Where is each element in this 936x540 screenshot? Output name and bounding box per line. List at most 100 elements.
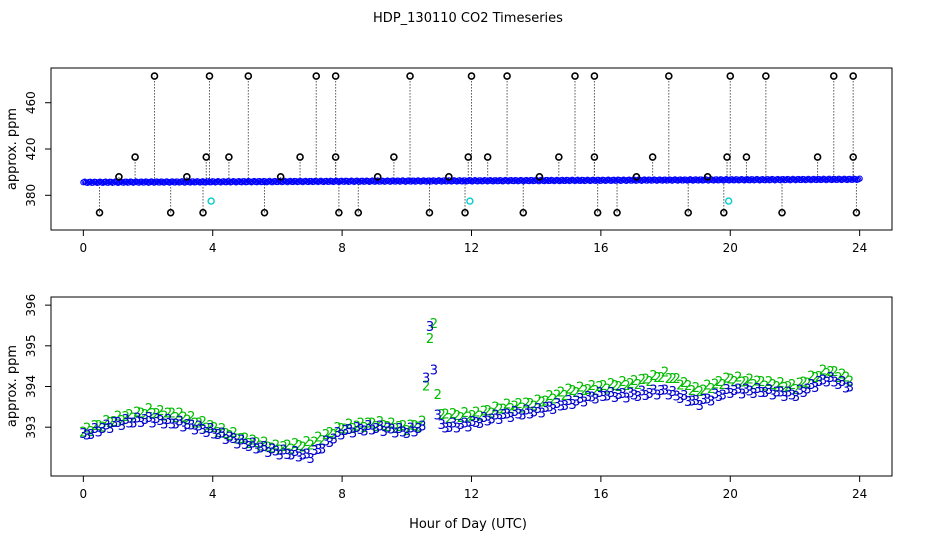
series-2-point: 2	[742, 375, 750, 390]
series-3-point: 3	[114, 416, 122, 431]
series-3-point: 3	[484, 415, 492, 430]
series-3-point: 3	[834, 378, 842, 393]
series-2-point: 2	[441, 407, 449, 422]
series-3-point: 3	[384, 422, 392, 437]
series-3-point: 3	[468, 415, 476, 430]
x-tick-label: 0	[80, 241, 88, 255]
series-3-point: 3	[391, 426, 399, 441]
series-2-point: 2	[129, 411, 137, 426]
series-3-point: 3	[638, 385, 646, 400]
series-3-point: 3	[318, 443, 326, 458]
series-2-point: 2	[803, 377, 811, 392]
series-3-point: 3	[742, 383, 750, 398]
series-3-point: 3	[172, 418, 180, 433]
series-3-point: 3	[102, 418, 110, 433]
ylabel-bottom: approx. ppm	[5, 345, 20, 427]
series-3-point: 3	[79, 427, 87, 442]
series-3-point: 3	[711, 388, 719, 403]
highlight-point	[207, 197, 215, 205]
spike-point	[199, 208, 207, 217]
series-2-point: 2	[476, 410, 484, 425]
spike-point	[829, 72, 838, 80]
series-2-point: 2	[549, 393, 557, 408]
series-2-point: 2	[337, 422, 345, 437]
series-2-point: 2	[719, 378, 727, 393]
series-2-point: 2	[434, 388, 442, 403]
series-2-point: 2	[449, 407, 457, 422]
series-3-point: 3	[480, 411, 488, 426]
series-2-point: 2	[403, 424, 411, 439]
series-3-point: 3	[411, 425, 419, 440]
spike-point	[166, 208, 175, 217]
series-2-point: 2	[199, 415, 207, 430]
series-2-point: 2	[349, 422, 357, 437]
series-2-point: 2	[133, 406, 141, 421]
series-2-point: 2	[788, 378, 796, 393]
series-2-point: 2	[684, 379, 692, 394]
series-3-point: 3	[515, 408, 523, 423]
series-3-point: 3	[291, 445, 299, 460]
series-3-point: 3	[403, 427, 411, 442]
spike-point	[95, 208, 104, 217]
series-2-point: 2	[210, 421, 218, 436]
series-2-point: 2	[114, 410, 122, 425]
series-3-point: 3	[553, 397, 561, 412]
series-2-point: 2	[488, 407, 496, 422]
series-3-point: 3	[333, 426, 341, 441]
series-2-point: 2	[526, 397, 534, 412]
series-2-point: 2	[834, 371, 842, 386]
series-3-point: 3	[345, 423, 353, 438]
spike-point	[461, 208, 469, 217]
series-2-point: 2	[437, 408, 445, 423]
series-2-point: 2	[572, 386, 580, 401]
series-2-point: 2	[264, 440, 272, 455]
series-3-point: 3	[507, 411, 515, 426]
series-3-point: 3	[368, 423, 376, 438]
series-3-point: 3	[584, 390, 592, 405]
series-2-point: 2	[665, 372, 673, 387]
series-3-point: 3	[665, 389, 673, 404]
series-2-point: 2	[792, 383, 800, 398]
series-3-point: 3	[780, 390, 788, 405]
series-2-point: 2	[110, 415, 118, 430]
series-3-point: 3	[842, 381, 850, 396]
series-2-point: 2	[692, 381, 700, 396]
series-2-point: 2	[222, 427, 230, 442]
series-3-point: 3	[218, 426, 226, 441]
x-tick-label: 24	[852, 241, 867, 255]
spike-point	[331, 153, 340, 161]
series-2-point: 2	[430, 317, 438, 332]
series-2-point: 2	[707, 382, 715, 397]
series-2-point: 2	[233, 433, 241, 448]
series-2-point: 2	[757, 375, 765, 390]
series-3-point: 3	[326, 436, 334, 451]
spike-point	[331, 72, 340, 80]
series-3-point: 3	[823, 375, 831, 390]
series-3-point: 3	[792, 390, 800, 405]
series-3-point: 3	[337, 428, 345, 443]
series-3-point: 3	[237, 434, 245, 449]
series-3-point: 3	[649, 384, 657, 399]
series-3-point: 3	[152, 412, 160, 427]
series-2-point: 2	[642, 372, 650, 387]
series-3-point: 3	[776, 385, 784, 400]
series-2-point: 2	[515, 397, 523, 412]
series-3-point: 3	[765, 383, 773, 398]
series-3-point: 3	[657, 384, 665, 399]
series-3-point: 3	[453, 421, 461, 436]
spike-point	[183, 172, 191, 181]
series-3-point: 3	[437, 418, 445, 433]
series-2-point: 2	[122, 410, 130, 425]
series-3-point: 3	[511, 405, 519, 420]
series-2-point: 2	[260, 436, 268, 451]
y-tick-label: 395	[24, 334, 38, 357]
series-2-point: 2	[353, 420, 361, 435]
series-2-point: 2	[649, 369, 657, 384]
series-2-point: 2	[846, 375, 854, 390]
series-2-point: 2	[807, 370, 815, 385]
series-3-point: 3	[707, 394, 715, 409]
series-3-point: 3	[611, 391, 619, 406]
series-2-point: 2	[357, 417, 365, 432]
series-3-point: 3	[746, 384, 754, 399]
series-2-point: 2	[118, 414, 126, 429]
